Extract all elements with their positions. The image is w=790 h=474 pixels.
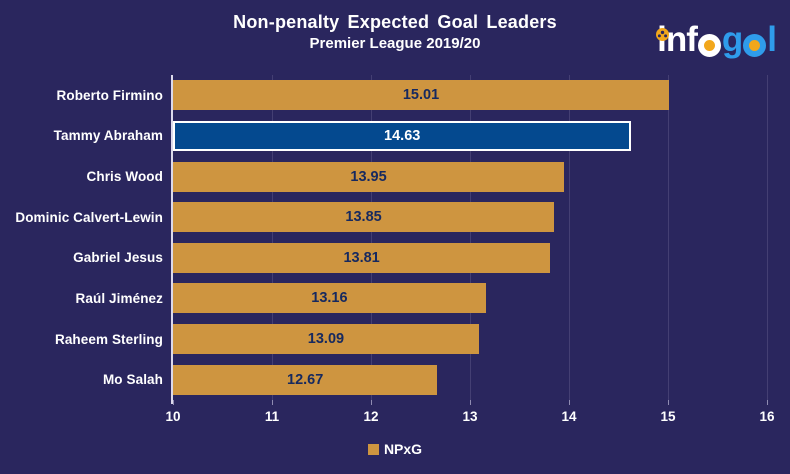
bar-tammy-abraham: 14.63 — [173, 120, 632, 151]
y-label-chris-wood: Chris Wood — [86, 169, 163, 185]
x-tickmark-13 — [469, 400, 471, 405]
y-axis-line — [171, 75, 173, 404]
logo-text-g: g — [721, 20, 743, 59]
x-ticklabel-11: 11 — [264, 409, 280, 424]
bar-raheem-sterling: 13.09 — [173, 324, 479, 355]
y-axis-labels: Roberto Firmino Tammy Abraham Chris Wood Do… — [0, 75, 163, 400]
bar-ra-l-jim-nez: 13.16 — [173, 283, 486, 314]
gridline-x-11 — [271, 75, 273, 400]
legend: NPxG — [0, 441, 790, 457]
bar-value-label: 12.67 — [287, 371, 324, 388]
bar-roberto-firmino: 15.01 — [173, 80, 669, 111]
gridline-x-15 — [667, 75, 669, 400]
logo-text-inf: inf — [656, 20, 698, 60]
y-label-mo-salah: Mo Salah — [102, 372, 163, 388]
x-ticklabel-14: 14 — [561, 409, 577, 424]
y-label-tammy-abraham: Tammy Abraham — [53, 128, 163, 144]
plot-area: 10 11 12 13 14 15 16 15.01 14.63 13.95 13.85 13.81 1… — [165, 75, 775, 424]
x-ticklabel-12: 12 — [363, 409, 379, 424]
logo-o-gol — [743, 34, 767, 57]
bar-value-label: 13.95 — [350, 168, 387, 185]
x-ticklabel-13: 13 — [462, 409, 478, 424]
x-ticklabel-10: 10 — [165, 409, 181, 424]
chart-subtitle: Premier League 2019/20 — [309, 35, 481, 52]
bar-mo-salah: 12.67 — [173, 364, 438, 395]
bar-value-label: 13.16 — [311, 290, 348, 307]
bar-value-label: 13.81 — [343, 249, 380, 266]
x-tickmark-14 — [568, 400, 570, 405]
chart-header: Non-penalty Expected Goal Leaders Premie… — [0, 11, 790, 53]
gridline-x-16 — [766, 75, 768, 400]
legend-label: NPxG — [383, 441, 423, 457]
chart-title: Non-penalty Expected Goal Leaders — [233, 12, 557, 32]
x-ticklabel-15: 15 — [660, 409, 676, 424]
x-tickmark-11 — [271, 400, 273, 405]
x-tickmark-15 — [667, 400, 669, 405]
legend-swatch — [367, 443, 379, 455]
y-label-ra-l-jim-nez: Raúl Jiménez — [75, 290, 163, 306]
gridline-x-12 — [370, 75, 372, 400]
x-ticklabel-16: 16 — [759, 409, 775, 424]
bar-value-label: 14.63 — [384, 127, 421, 144]
bar-value-label: 13.85 — [345, 209, 382, 226]
gridline-x-14 — [568, 75, 570, 400]
bar-gabriel-jesus: 13.81 — [173, 242, 551, 273]
logo-text-l: l — [767, 20, 777, 59]
x-tickmark-12 — [370, 400, 372, 405]
football-icon — [655, 11, 670, 51]
x-tickmark-16 — [766, 400, 768, 405]
logo-o-info — [697, 34, 721, 57]
y-label-roberto-firmino: Roberto Firmino — [56, 87, 163, 103]
bar-value-label: 15.01 — [402, 87, 440, 104]
y-label-gabriel-jesus: Gabriel Jesus — [73, 250, 163, 266]
y-label-raheem-sterling: Raheem Sterling — [54, 331, 163, 347]
x-tickmark-10 — [172, 400, 174, 405]
y-label-dominic-calvert-lewin: Dominic Calvert-Lewin — [15, 209, 163, 225]
bar-dominic-calvert-lewin: 13.85 — [173, 202, 555, 233]
bar-chris-wood: 13.95 — [173, 161, 565, 192]
gridline-x-13 — [469, 75, 471, 400]
bar-value-label: 13.09 — [307, 331, 345, 348]
